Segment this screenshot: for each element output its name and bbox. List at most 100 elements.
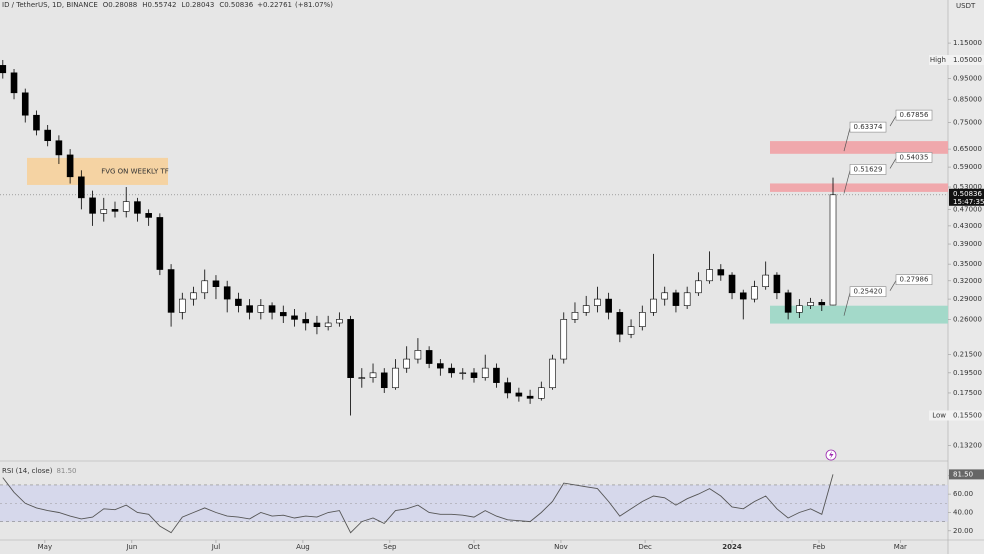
callout-box	[849, 286, 887, 298]
candle-body	[167, 269, 175, 313]
ohlc-value: 0.50836	[224, 1, 253, 9]
candle-body	[324, 322, 332, 327]
marker-name: High	[930, 56, 946, 64]
candle-body	[145, 213, 152, 218]
header: ID / TetherUS, 1D, BINANCE O0.28088 H0.557…	[2, 1, 333, 9]
rsi-tick-label: 20.00	[953, 527, 973, 535]
ohlc-prefix: O	[103, 1, 109, 9]
candle-body	[403, 358, 410, 369]
candle-body	[481, 367, 489, 378]
candle-body	[291, 315, 298, 320]
ohlc-prefix: L	[181, 1, 185, 9]
rsi-name: RSI (14, close)	[2, 467, 53, 475]
candle-body	[21, 92, 29, 116]
candle-body	[246, 305, 253, 313]
candle-body	[538, 387, 545, 399]
candle-body	[268, 305, 276, 313]
callout-box	[895, 274, 933, 286]
x-tick-label: Sep	[383, 543, 397, 551]
y-tick-label: 0.47000	[953, 205, 982, 213]
callout-box	[849, 121, 887, 133]
y-tick-label: 0.65000	[953, 145, 982, 153]
zone	[770, 305, 948, 324]
candle-body	[78, 176, 85, 199]
candle-body	[560, 319, 568, 360]
x-tick-label: Oct	[468, 543, 480, 551]
candle-body	[358, 377, 366, 379]
callout-line	[843, 128, 851, 152]
price-badge-value: 0.50836	[953, 190, 982, 198]
marker-value: 0.15500	[953, 412, 982, 420]
candle-body	[526, 395, 534, 399]
callout-box	[895, 109, 933, 121]
candle-body	[156, 217, 164, 270]
unit-label: USDT	[956, 2, 976, 10]
y-tick-label: 0.32000	[953, 277, 982, 285]
ohlc-prefix: C	[219, 1, 224, 9]
candle-body	[190, 292, 197, 300]
y-tick-label: 0.17500	[953, 389, 982, 397]
y-tick-label: 0.53000	[953, 183, 982, 191]
y-tick-label: 0.19500	[953, 369, 982, 377]
price-countdown: 15:47:35	[953, 198, 984, 206]
candle-body	[425, 350, 433, 364]
candle-body	[571, 312, 579, 320]
candle-body	[594, 298, 601, 306]
candle-body	[392, 367, 399, 389]
candle-body	[111, 209, 119, 212]
x-tick-label: 2024	[722, 543, 742, 551]
callout-label: 0.27986	[900, 276, 929, 284]
rsi-tick-label: 60.00	[953, 490, 973, 498]
callout-line	[843, 292, 851, 316]
candle-body	[437, 363, 444, 369]
candle-body	[672, 292, 680, 306]
candle-body	[515, 392, 523, 397]
candle-body	[313, 322, 321, 327]
price-badge	[949, 188, 984, 206]
candle-body	[650, 298, 657, 313]
y-tick-label: 0.13200	[953, 441, 982, 449]
marker-name: Low	[932, 412, 946, 420]
candle-body	[448, 367, 455, 374]
candle-body	[33, 114, 40, 131]
rsi-title: RSI (14, close) 81.50	[2, 467, 77, 475]
price-axis-bg	[948, 0, 984, 554]
callout-line	[889, 158, 897, 169]
rsi-line	[2, 474, 834, 534]
candle-body	[717, 269, 725, 276]
candle-body	[796, 305, 803, 313]
zone	[770, 141, 948, 154]
candle-body	[728, 274, 736, 294]
candle-body	[134, 201, 141, 214]
y-tick-label: 1.15000	[953, 39, 982, 47]
candle-body	[201, 280, 209, 294]
callout-label: 0.25420	[854, 288, 883, 296]
y-tick-label: 0.59000	[953, 163, 982, 171]
candle-body	[627, 326, 635, 335]
x-tick-label: Dec	[638, 543, 652, 551]
rsi-tick-label: 40.00	[953, 508, 973, 516]
marker-bg	[929, 410, 984, 421]
y-tick-label: 0.85000	[953, 95, 982, 103]
x-tick-label: May	[38, 543, 52, 551]
candle-body	[302, 319, 310, 324]
x-tick-label: Jun	[125, 543, 137, 551]
candle-body	[605, 298, 612, 313]
candle-body	[784, 292, 792, 313]
candle-body	[751, 286, 758, 300]
candle-body	[89, 197, 96, 214]
candle-body	[122, 201, 130, 212]
callout-line	[843, 170, 851, 194]
symbol: ID / TetherUS, 1D, BINANCE	[2, 1, 98, 9]
candle-body	[582, 305, 590, 313]
y-tick-label: 0.39000	[953, 240, 982, 248]
candle-body	[818, 302, 826, 306]
rsi-badge	[949, 469, 984, 480]
candle-body	[695, 280, 702, 294]
ohlc-value: 0.28043	[185, 1, 214, 9]
candle-body	[223, 286, 231, 300]
y-tick-label: 0.75000	[953, 119, 982, 127]
